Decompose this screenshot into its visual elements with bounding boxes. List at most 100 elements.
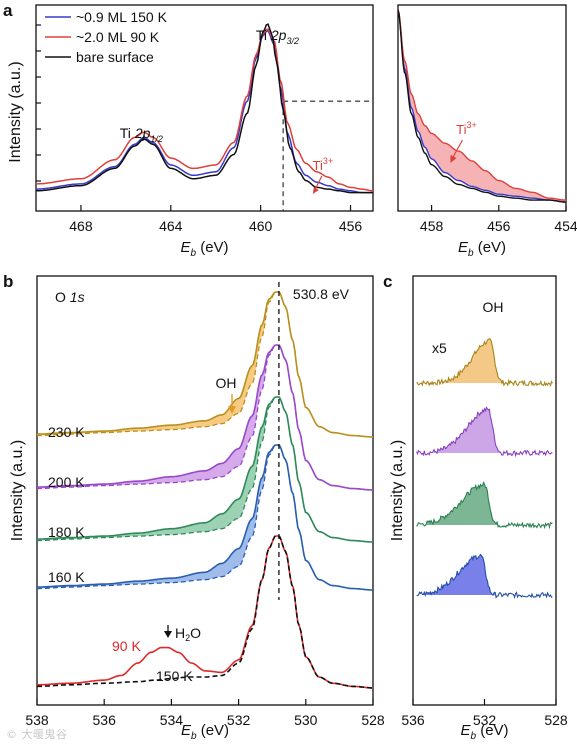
ann-sup: 3+ <box>323 156 333 166</box>
panel-c-letter: c <box>383 272 392 291</box>
ann-ital: 2p <box>134 125 151 141</box>
panel-a-legend-label: ~0.9 ML 150 K <box>76 9 168 25</box>
panel-a-series-line <box>36 28 374 192</box>
panel-a-xtick-label: 468 <box>69 218 93 234</box>
panel-b-oh-fill <box>37 345 373 490</box>
panel-b-xtick-label: 538 <box>25 712 49 728</box>
panel-a-inset-xtick-label: 456 <box>487 218 511 234</box>
panel-b-xtick-label: 530 <box>294 712 318 728</box>
panel-b-xlabel-sub: b <box>191 731 197 742</box>
panel-a-inset-xtick-label: 454 <box>554 218 577 234</box>
panel-c-oh-fill <box>442 338 505 383</box>
panel-b-series-line <box>37 444 373 591</box>
panel-c-title: OH <box>483 299 504 315</box>
panel-c-series-line <box>416 406 553 458</box>
panel-b-oh-arrowhead <box>228 406 236 414</box>
panel-b-ylabel: Intensity (a.u.) <box>9 440 26 541</box>
panel-a-frame <box>35 4 374 212</box>
panel-a-xlabel-unit: (eV) <box>196 239 229 256</box>
panel-b-series-label: 160 K <box>48 569 85 585</box>
panel-b-reference-dashed <box>37 291 373 438</box>
ann-sup: 3+ <box>467 120 477 130</box>
panel-b-series-label: 230 K <box>48 424 85 440</box>
panel-a-inset-xlabel-unit: (eV) <box>474 239 507 256</box>
panel-a-inset-series-line <box>397 9 566 201</box>
panel-a-inset-frame <box>397 4 567 212</box>
panel-a-annotation-ti2p12: Ti 2p1/2 <box>120 125 163 144</box>
panel-b-series-line <box>36 535 373 689</box>
panel-a-xlabel: Eb (eV) <box>180 239 228 259</box>
panel-a-xtick-label: 456 <box>339 218 363 234</box>
ann-sub: 1/2 <box>150 134 163 144</box>
panel-a-annotation-ti2p32: Ti 2p3/2 <box>256 27 299 46</box>
panel-a-inset-xtick-label: 458 <box>420 218 444 234</box>
panel-a-inset-xlabel-sub: b <box>468 248 474 259</box>
watermark-text: © 大暖鬼谷 <box>6 728 68 741</box>
panel-b-reference-dashed <box>37 396 373 543</box>
panel-c-xlabel: Eb (eV) <box>460 722 508 742</box>
h2o-h: H <box>175 625 185 641</box>
h2o-o: O <box>190 625 201 641</box>
panel-a-xlabel-e: E <box>180 239 191 256</box>
panel-c-series-line <box>416 338 553 388</box>
panel-a-inset-ti3-fill <box>398 10 566 203</box>
panel-b-reference-dashed <box>37 344 373 491</box>
panel-a-inset-xlabel: Eb (eV) <box>458 239 506 259</box>
panel-b-xtick-label: 536 <box>93 712 117 728</box>
panel-b-series-label: 90 K <box>112 638 141 654</box>
panel-b-series-label: 200 K <box>48 474 85 490</box>
panel-b-title: O 1s <box>55 289 85 305</box>
panel-b-oh-fill <box>37 292 373 437</box>
ann-base: Ti <box>256 27 271 43</box>
panel-a-xlabel-sub: b <box>190 248 196 259</box>
panel-a-legend-label: ~2.0 ML 90 K <box>76 29 160 45</box>
panel-b-oh-fill <box>37 397 373 542</box>
panel-a-ti3-arrow-line <box>314 175 323 191</box>
panel-b-series-label: 150 K <box>156 668 193 684</box>
panel-a-xtick-label: 464 <box>159 218 183 234</box>
panel-a-inset-annotation-ti3plus: Ti3+ <box>456 120 477 137</box>
panel-b-peak-label: 530.8 eV <box>293 286 350 302</box>
panel-c-oh-fill <box>433 407 503 453</box>
panel-b-xlabel: Eb (eV) <box>181 722 229 742</box>
panel-b-xtick-label: 528 <box>361 712 385 728</box>
ann-base: Ti <box>120 125 135 141</box>
panel-c-xtick-label: 536 <box>401 712 425 728</box>
panel-a-inset-series-line <box>397 9 566 203</box>
panel-b-series-line <box>37 291 373 438</box>
panel-b-xlabel-unit: (eV) <box>197 722 230 739</box>
panel-c-xlabel-unit: (eV) <box>476 722 509 739</box>
panel-a-legend-label: bare surface <box>76 49 154 65</box>
panel-a-annotation-ti3plus: Ti3+ <box>313 156 334 173</box>
panel-b-h2o-label: H2O <box>175 625 201 643</box>
panel-a-inset-arrowhead <box>450 155 457 163</box>
panel-b-series-line <box>37 535 373 689</box>
panel-b-xtick-label: 534 <box>160 712 184 728</box>
panel-b-series-label: 180 K <box>48 524 85 540</box>
panel-a-inset-series-line <box>397 9 566 203</box>
h2o-sub: 2 <box>185 633 190 643</box>
panel-c-series-line <box>416 481 553 530</box>
panel-c-scale-label: x5 <box>432 340 447 356</box>
panel-b-oh-fill <box>37 445 373 590</box>
panel-b-letter: b <box>3 272 13 291</box>
panel-b-xtick-label: 532 <box>227 712 251 728</box>
panel-c-xlabel-e: E <box>460 722 471 739</box>
panel-a-ti3-arrowhead <box>312 187 319 194</box>
panel-b-series-line <box>37 396 373 543</box>
panel-a-xtick-label: 460 <box>249 218 273 234</box>
ann-sub: 3/2 <box>286 36 299 46</box>
panel-c-xlabel-sub: b <box>470 731 476 742</box>
title-ital: 1s <box>70 289 85 305</box>
panel-b-oh-label: OH <box>216 375 237 391</box>
panel-a-inset-arrow-line <box>451 139 464 159</box>
panel-b-xlabel-e: E <box>181 722 192 739</box>
panel-a-inset-xlabel-e: E <box>458 239 469 256</box>
panel-a-letter: a <box>3 1 13 20</box>
ann-base: Ti <box>456 122 466 137</box>
ann-base: Ti <box>313 158 323 173</box>
panel-b-series-line <box>37 344 373 491</box>
panel-c-series-line <box>416 553 553 600</box>
panel-c-ylabel: Intensity (a.u.) <box>389 440 406 541</box>
panel-a-ylabel: Intensity (a.u.) <box>7 61 24 162</box>
